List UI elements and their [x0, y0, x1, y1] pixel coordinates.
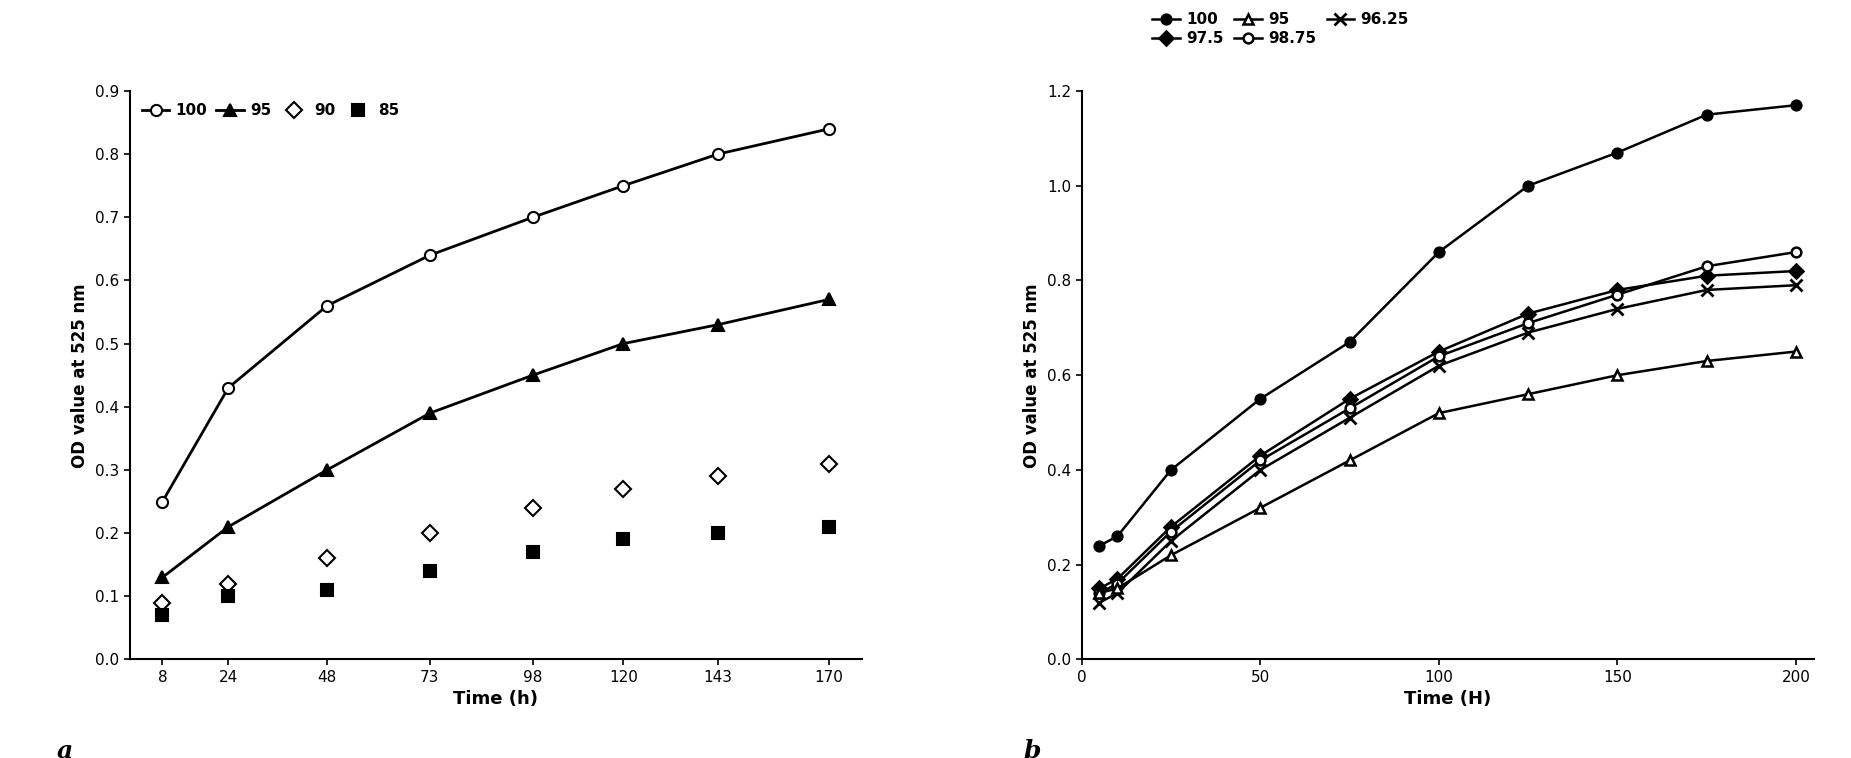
96.25 [1696, 285, 1718, 294]
98.75 [1696, 262, 1718, 271]
90 [522, 503, 544, 512]
98.75 [1784, 247, 1807, 256]
100 [1607, 148, 1629, 157]
97.5 [1161, 522, 1183, 531]
98.75 [1427, 352, 1449, 361]
100 [818, 124, 840, 133]
85 [152, 611, 174, 620]
95 [1696, 356, 1718, 365]
96.25 [1249, 465, 1272, 475]
95 [1249, 503, 1272, 512]
97.5 [1107, 575, 1129, 584]
95 [1161, 550, 1183, 559]
90 [152, 598, 174, 607]
Y-axis label: OD value at 525 nm: OD value at 525 nm [72, 283, 89, 468]
100 [522, 213, 544, 222]
85 [317, 585, 339, 594]
97.5 [1784, 267, 1807, 276]
96.25 [1338, 413, 1360, 422]
100 [1107, 532, 1129, 541]
95 [1518, 390, 1540, 399]
100 [1784, 101, 1807, 110]
97.5 [1696, 271, 1718, 280]
85 [707, 528, 729, 537]
98.75 [1107, 579, 1129, 588]
98.75 [1249, 456, 1272, 465]
100 [1518, 181, 1540, 190]
Legend: 100, 95, 90, 85: 100, 95, 90, 85 [137, 99, 404, 123]
97.5 [1088, 584, 1111, 593]
96.25 [1088, 598, 1111, 607]
95 [1338, 456, 1360, 465]
100 [707, 149, 729, 158]
95 [152, 573, 174, 582]
97.5 [1518, 309, 1540, 318]
95 [1427, 409, 1449, 418]
100 [1338, 337, 1360, 346]
85 [418, 566, 441, 575]
Line: 100: 100 [1094, 100, 1801, 550]
97.5 [1338, 394, 1360, 403]
90 [707, 471, 729, 481]
Line: 95: 95 [1094, 346, 1801, 598]
97.5 [1607, 285, 1629, 294]
Line: 98.75: 98.75 [1094, 247, 1801, 598]
90 [418, 528, 441, 537]
Text: b: b [1024, 739, 1040, 758]
97.5 [1249, 451, 1272, 460]
96.25 [1607, 304, 1629, 314]
85 [818, 522, 840, 531]
100 [418, 251, 441, 260]
Line: 85: 85 [157, 522, 835, 621]
100 [613, 181, 635, 190]
Line: 90: 90 [157, 458, 835, 608]
95 [818, 295, 840, 304]
100 [217, 384, 239, 393]
95 [1088, 588, 1111, 597]
95 [217, 522, 239, 531]
97.5 [1427, 347, 1449, 356]
Line: 100: 100 [157, 124, 835, 507]
85 [613, 535, 635, 544]
95 [1784, 347, 1807, 356]
100 [1088, 541, 1111, 550]
95 [418, 409, 441, 418]
98.75 [1518, 318, 1540, 327]
85 [217, 592, 239, 601]
90 [818, 459, 840, 468]
96.25 [1107, 588, 1129, 597]
95 [1607, 371, 1629, 380]
85 [522, 547, 544, 556]
90 [217, 579, 239, 588]
96.25 [1784, 280, 1807, 290]
Text: a: a [56, 739, 72, 758]
Line: 97.5: 97.5 [1094, 266, 1801, 594]
98.75 [1338, 404, 1360, 413]
Y-axis label: OD value at 525 nm: OD value at 525 nm [1024, 283, 1042, 468]
100 [1161, 465, 1183, 475]
100 [317, 301, 339, 310]
98.75 [1161, 527, 1183, 536]
95 [522, 371, 544, 380]
90 [613, 484, 635, 493]
95 [707, 320, 729, 329]
100 [1427, 247, 1449, 256]
X-axis label: Time (H): Time (H) [1405, 691, 1492, 709]
98.75 [1088, 588, 1111, 597]
100 [1249, 394, 1272, 403]
96.25 [1427, 361, 1449, 370]
100 [152, 497, 174, 506]
Legend: 100, 97.5, 95, 98.75, 96.25: 100, 97.5, 95, 98.75, 96.25 [1148, 8, 1414, 51]
96.25 [1161, 537, 1183, 546]
96.25 [1518, 328, 1540, 337]
Line: 96.25: 96.25 [1094, 279, 1803, 609]
95 [1107, 584, 1129, 593]
95 [317, 465, 339, 475]
100 [1696, 110, 1718, 119]
98.75 [1607, 290, 1629, 299]
X-axis label: Time (h): Time (h) [453, 691, 539, 709]
95 [613, 339, 635, 348]
90 [317, 554, 339, 563]
Line: 95: 95 [157, 294, 835, 583]
